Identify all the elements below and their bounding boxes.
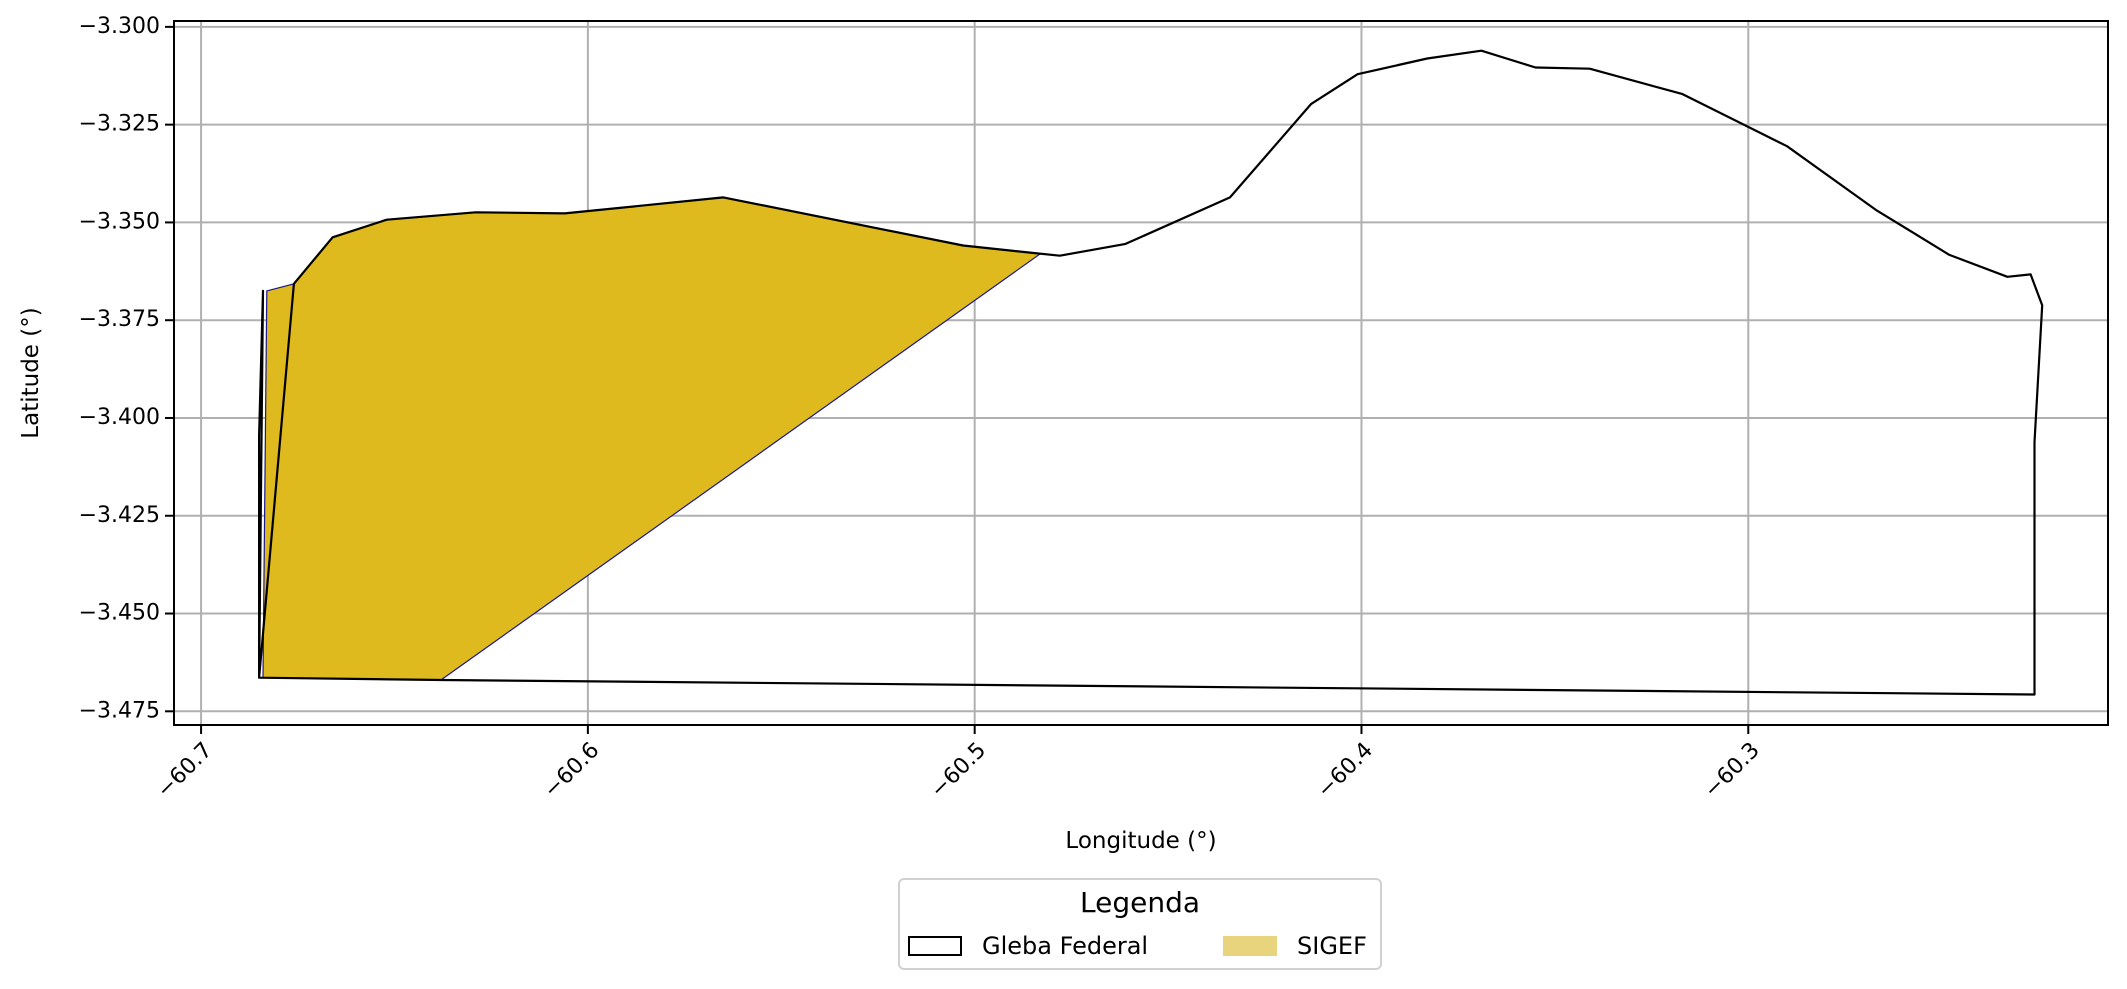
y-tick-label: −3.350 xyxy=(79,209,160,234)
y-tick-label: −3.475 xyxy=(79,698,160,723)
legend-title: Legenda xyxy=(1079,886,1200,919)
legend-entry-gleba-federal: Gleba Federal xyxy=(908,932,1148,960)
x-axis-title: Longitude (°) xyxy=(1065,828,1216,854)
legend-swatch-filled xyxy=(1223,936,1277,956)
legend-swatch-outline xyxy=(908,936,962,956)
y-tick-label: −3.325 xyxy=(79,112,160,137)
x-tick-label: −60.6 xyxy=(539,738,604,803)
y-tick-label: −3.400 xyxy=(79,405,160,430)
gleba-federal-polygon xyxy=(258,49,2044,696)
plot-frame xyxy=(173,20,2109,726)
x-tick-label: −60.7 xyxy=(152,738,217,803)
y-tick-label: −3.300 xyxy=(79,14,160,39)
x-axis: −60.7 −60.6 −60.5 −60.4 −60.3 xyxy=(152,725,1765,803)
y-axis-title: Latitude (°) xyxy=(18,307,44,438)
y-tick-label: −3.375 xyxy=(79,307,160,332)
y-tick-label: −3.450 xyxy=(79,601,160,626)
x-tick-label: −60.4 xyxy=(1313,738,1378,803)
legend: Legenda Gleba Federal SIGEF xyxy=(898,878,1382,970)
legend-entry-sigef: SIGEF xyxy=(1223,932,1367,960)
series-layer xyxy=(258,49,2044,696)
legend-label-gleba-federal: Gleba Federal xyxy=(982,932,1149,960)
legend-label-sigef: SIGEF xyxy=(1297,932,1367,960)
y-axis: −3.300 −3.325 −3.350 −3.375 −3.400 −3.425 −3.4… xyxy=(79,14,174,723)
x-tick-label: −60.5 xyxy=(926,738,991,803)
y-tick-label: −3.425 xyxy=(79,503,160,528)
x-tick-label: −60.3 xyxy=(1699,738,1764,803)
